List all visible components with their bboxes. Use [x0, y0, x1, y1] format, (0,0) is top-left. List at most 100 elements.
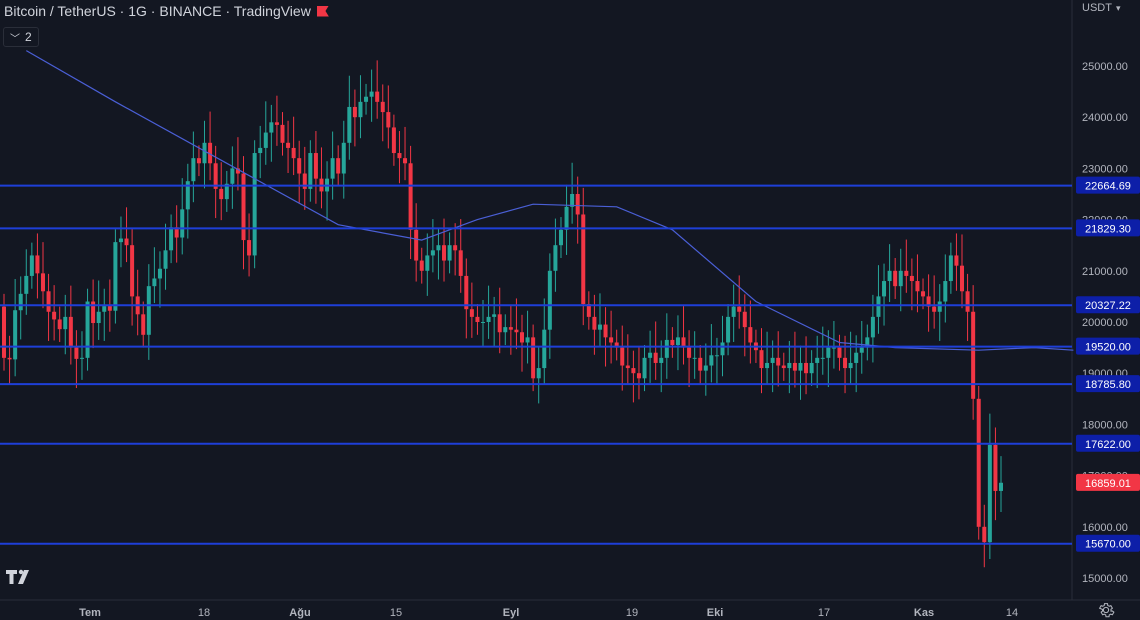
- gear-icon[interactable]: [1097, 601, 1115, 619]
- candle-body[interactable]: [681, 337, 686, 348]
- tradingview-logo[interactable]: [5, 567, 33, 587]
- candle-body[interactable]: [375, 91, 380, 102]
- candle-body[interactable]: [380, 101, 385, 113]
- candle-body[interactable]: [976, 398, 981, 527]
- candle-body[interactable]: [854, 352, 859, 363]
- candle-body[interactable]: [781, 365, 786, 369]
- candle-body[interactable]: [18, 293, 23, 311]
- candle-body[interactable]: [609, 337, 614, 343]
- candle-body[interactable]: [107, 306, 112, 311]
- candle-body[interactable]: [731, 306, 736, 317]
- candle-body[interactable]: [191, 158, 196, 182]
- candle-body[interactable]: [63, 316, 68, 330]
- candle-body[interactable]: [709, 355, 714, 366]
- candle-body[interactable]: [636, 373, 641, 379]
- candle-body[interactable]: [486, 316, 491, 322]
- candle-body[interactable]: [536, 368, 541, 379]
- candle-body[interactable]: [943, 281, 948, 302]
- candle-body[interactable]: [759, 350, 764, 369]
- candle-body[interactable]: [118, 238, 123, 243]
- candle-body[interactable]: [152, 278, 157, 287]
- candle-body[interactable]: [130, 245, 135, 297]
- candle-body[interactable]: [603, 324, 608, 338]
- candle-body[interactable]: [698, 357, 703, 371]
- candle-body[interactable]: [948, 255, 953, 282]
- candle-body[interactable]: [993, 444, 998, 491]
- candle-body[interactable]: [926, 296, 931, 307]
- candle-body[interactable]: [904, 270, 909, 276]
- candle-body[interactable]: [965, 291, 970, 312]
- candle-body[interactable]: [564, 206, 569, 230]
- candle-body[interactable]: [29, 255, 34, 276]
- candle-body[interactable]: [79, 357, 84, 359]
- candle-body[interactable]: [35, 255, 40, 274]
- candle-body[interactable]: [798, 362, 803, 371]
- candle-body[interactable]: [68, 316, 73, 348]
- candle-body[interactable]: [692, 357, 697, 359]
- candle-body[interactable]: [820, 357, 825, 359]
- candle-body[interactable]: [169, 227, 174, 251]
- candle-body[interactable]: [1, 306, 7, 358]
- candle-body[interactable]: [180, 209, 185, 238]
- candle-body[interactable]: [508, 327, 513, 330]
- candle-body[interactable]: [982, 526, 987, 543]
- candle-body[interactable]: [408, 163, 413, 230]
- candle-body[interactable]: [46, 291, 51, 312]
- candle-body[interactable]: [843, 357, 848, 369]
- candle-body[interactable]: [547, 270, 552, 330]
- candle-body[interactable]: [241, 173, 246, 241]
- candle-body[interactable]: [163, 250, 168, 269]
- candle-body[interactable]: [352, 106, 357, 118]
- candle-body[interactable]: [24, 275, 29, 294]
- candle-body[interactable]: [525, 337, 530, 343]
- candle-body[interactable]: [765, 362, 770, 369]
- candle-body[interactable]: [675, 337, 680, 346]
- candle-body[interactable]: [809, 362, 814, 374]
- candle-body[interactable]: [865, 337, 870, 348]
- candle-body[interactable]: [141, 314, 146, 335]
- chart-legend[interactable]: Bitcoin / TetherUS · 1G · BINANCE · Trad…: [4, 3, 329, 19]
- candle-body[interactable]: [347, 106, 352, 143]
- candle-body[interactable]: [575, 194, 580, 215]
- candle-body[interactable]: [720, 342, 725, 356]
- candle-body[interactable]: [642, 357, 647, 379]
- candle-body[interactable]: [954, 255, 959, 266]
- candle-body[interactable]: [703, 365, 708, 371]
- flag-icon[interactable]: [316, 5, 329, 17]
- candle-body[interactable]: [113, 242, 118, 311]
- candle-body[interactable]: [358, 101, 363, 118]
- candle-body[interactable]: [442, 245, 447, 261]
- candle-body[interactable]: [960, 265, 965, 292]
- candle-body[interactable]: [570, 194, 575, 207]
- candle-body[interactable]: [921, 291, 926, 297]
- candle-body[interactable]: [831, 347, 836, 349]
- candle-body[interactable]: [770, 357, 775, 363]
- candle-body[interactable]: [230, 168, 235, 184]
- candle-body[interactable]: [848, 362, 853, 369]
- candle-body[interactable]: [419, 260, 424, 271]
- candle-body[interactable]: [219, 188, 224, 200]
- candle-body[interactable]: [726, 316, 731, 343]
- candle-body[interactable]: [291, 147, 296, 159]
- candle-body[interactable]: [403, 158, 408, 164]
- candle-body[interactable]: [269, 122, 274, 133]
- candle-body[interactable]: [386, 112, 391, 128]
- indicators-toggle[interactable]: ﹀ 2: [3, 27, 39, 47]
- candle-body[interactable]: [7, 357, 12, 360]
- candle-body[interactable]: [932, 306, 937, 312]
- candle-body[interactable]: [475, 316, 480, 322]
- candle-body[interactable]: [826, 347, 831, 358]
- candle-body[interactable]: [174, 227, 179, 238]
- candle-body[interactable]: [620, 347, 625, 366]
- candle-body[interactable]: [124, 238, 129, 246]
- candle-body[interactable]: [436, 245, 441, 251]
- candle-body[interactable]: [792, 362, 797, 371]
- candle-body[interactable]: [102, 306, 107, 312]
- candle-body[interactable]: [653, 352, 658, 363]
- candle-body[interactable]: [804, 362, 809, 374]
- candle-body[interactable]: [553, 245, 558, 271]
- candle-body[interactable]: [882, 281, 887, 297]
- candle-body[interactable]: [742, 311, 747, 328]
- candle-body[interactable]: [258, 147, 263, 154]
